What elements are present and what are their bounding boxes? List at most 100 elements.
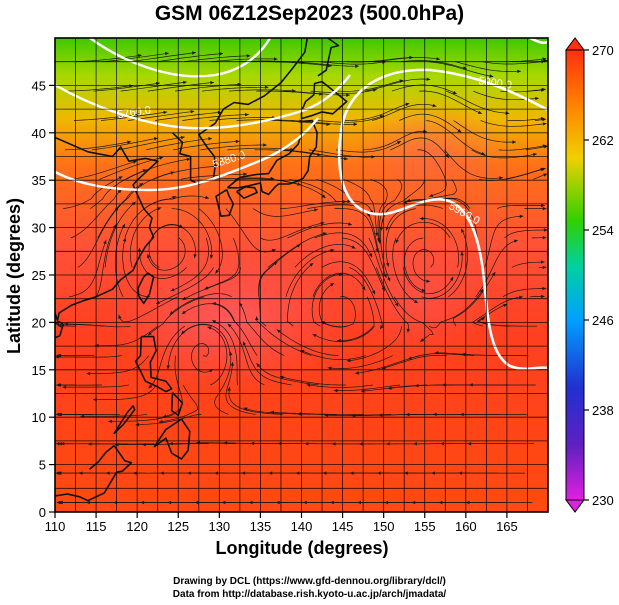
streamline-arrowhead [255, 316, 259, 321]
plot-title: GSM 06Z12Sep2023 (500.0hPa) [154, 2, 465, 25]
streamline-arrowhead [190, 110, 195, 114]
lat-lon-grid [55, 38, 548, 512]
streamline-arrowhead [542, 122, 547, 126]
streamline-arrowhead [86, 371, 91, 376]
streamline [72, 160, 137, 180]
y-axis: 0 5 10 15 20 25 30 35 40 45 [32, 78, 55, 520]
streamline [213, 351, 232, 415]
streamline [258, 244, 301, 297]
streamline [135, 414, 202, 426]
streamline-arrowhead [426, 279, 431, 283]
streamline-arrowhead [309, 262, 314, 267]
streamline-arrowhead [541, 294, 545, 299]
colorbar-tick-label: 246 [592, 313, 614, 328]
streamline-arrowhead [297, 412, 302, 416]
streamline-arrowhead [349, 471, 354, 475]
streamline [461, 353, 529, 356]
streamline [100, 111, 168, 121]
streamline [336, 296, 375, 342]
streamline-arrowhead [513, 239, 518, 243]
streamline [80, 414, 148, 417]
streamline-arrowhead [357, 500, 361, 505]
streamline-arrowhead [361, 286, 366, 291]
streamline-arrowhead [57, 412, 61, 417]
streamline-arrowhead [353, 122, 358, 127]
streamline-arrowhead [387, 386, 392, 390]
coastline-segment [55, 320, 64, 339]
streamline-arrowhead [55, 322, 60, 326]
streamline-arrowhead [540, 260, 545, 264]
streamline-arrowhead [517, 69, 521, 74]
streamline [180, 323, 231, 356]
streamline [238, 302, 285, 356]
streamline-arrowhead [413, 442, 417, 446]
streamline [260, 222, 325, 241]
streamline [263, 120, 331, 125]
streamline-arrowhead [170, 288, 175, 292]
streamline-arrowhead [306, 383, 311, 387]
streamline-arrowhead [235, 139, 240, 144]
y-axis-label: Latitude (degrees) [4, 198, 24, 354]
streamline-arrowhead [256, 363, 261, 368]
streamline-arrowhead [245, 112, 249, 117]
streamline-arrowhead [420, 338, 425, 342]
streamline-arrowhead [440, 442, 444, 446]
streamline [211, 302, 258, 356]
streamline-arrowhead [377, 239, 382, 244]
streamline-arrowhead [489, 74, 494, 78]
x-tick-label: 140 [291, 519, 313, 534]
coastline-segment [236, 186, 258, 199]
streamline-arrowhead [384, 500, 389, 505]
streamline-arrowhead [192, 51, 196, 55]
streamline [91, 137, 158, 151]
streamline-arrowhead [108, 419, 112, 424]
streamline-arrowhead [215, 269, 219, 274]
streamline-arrowhead [55, 442, 60, 446]
streamline-arrowhead [432, 412, 437, 417]
streamline [341, 237, 386, 291]
streamline-arrowhead [133, 471, 137, 475]
streamline-arrowhead [519, 295, 523, 300]
streamline [119, 136, 185, 151]
height-contour [529, 38, 548, 45]
streamline-arrowhead [404, 471, 408, 475]
streamline [270, 411, 337, 415]
streamline-arrowhead [164, 51, 169, 56]
streamline [227, 323, 265, 386]
streamline-arrowhead [347, 199, 352, 204]
streamline-arrowhead [395, 239, 399, 244]
streamline-arrowhead [355, 64, 359, 68]
streamline [63, 176, 123, 209]
streamline [349, 267, 383, 330]
streamline-arrowhead [351, 245, 356, 249]
streamline-arrowhead [157, 207, 162, 211]
streamline-arrowhead [541, 167, 546, 172]
streamline [403, 179, 457, 204]
streamline [225, 362, 256, 415]
streamline [280, 201, 347, 209]
streamline-arrowhead [113, 500, 117, 505]
streamline-arrowhead [186, 157, 191, 162]
streamline [169, 442, 236, 445]
streamline [453, 120, 517, 143]
streamline [507, 117, 545, 121]
streamline [300, 349, 366, 360]
streamline [314, 232, 373, 258]
streamline-arrowhead [405, 412, 410, 417]
streamline [346, 326, 403, 362]
streamline-arrowhead [460, 251, 464, 256]
streamline [321, 261, 376, 295]
streamline-arrowhead [386, 442, 390, 446]
colorbar: 230 238 246 254 262 270 [565, 37, 614, 513]
height-contour [337, 68, 548, 371]
coastline-segment [215, 189, 235, 217]
streamline-arrowhead [377, 471, 381, 475]
x-tick-label: 165 [496, 519, 518, 534]
streamline-arrowhead [122, 237, 127, 242]
colorbar-tick-label: 254 [592, 223, 614, 238]
streamline [142, 443, 209, 446]
streamline [399, 113, 462, 133]
streamline-arrowhead [204, 286, 209, 290]
contour-label: 5760.0 [117, 104, 152, 121]
streamline [77, 206, 119, 268]
